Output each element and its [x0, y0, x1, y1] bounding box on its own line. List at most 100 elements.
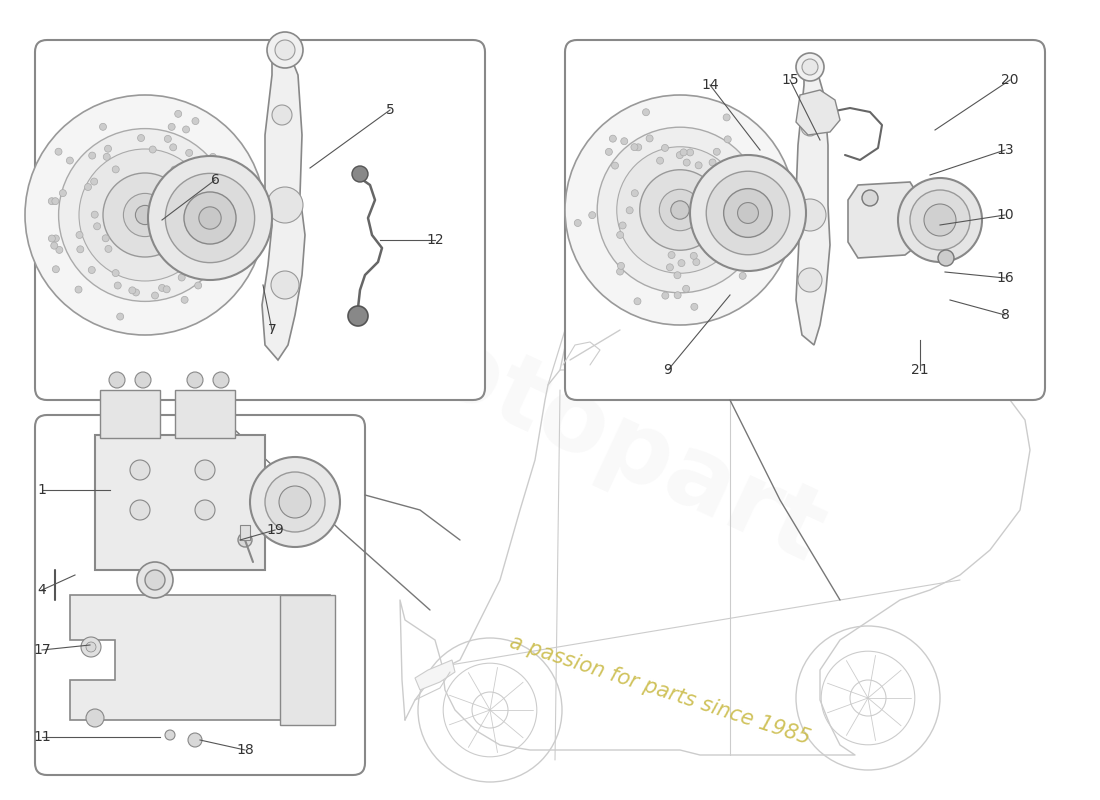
Circle shape — [53, 235, 59, 242]
Circle shape — [56, 246, 63, 254]
Text: 13: 13 — [997, 143, 1014, 157]
Circle shape — [713, 148, 721, 155]
Circle shape — [272, 105, 292, 125]
Circle shape — [169, 144, 177, 151]
Bar — [240, 525, 250, 540]
Text: motopart: motopart — [321, 275, 838, 585]
Circle shape — [631, 190, 638, 197]
Circle shape — [241, 238, 248, 244]
Circle shape — [738, 202, 758, 223]
Bar — [280, 595, 336, 725]
Circle shape — [617, 262, 625, 270]
Circle shape — [612, 162, 618, 169]
Circle shape — [565, 95, 795, 325]
Circle shape — [617, 231, 624, 238]
Circle shape — [617, 268, 624, 275]
Circle shape — [715, 238, 722, 245]
Circle shape — [265, 472, 324, 532]
Circle shape — [103, 154, 110, 160]
Circle shape — [635, 144, 641, 151]
Circle shape — [693, 258, 700, 266]
Circle shape — [135, 206, 155, 225]
Circle shape — [724, 189, 772, 238]
Text: 10: 10 — [997, 208, 1014, 222]
Circle shape — [657, 157, 663, 164]
Text: 21: 21 — [911, 363, 928, 377]
Circle shape — [130, 500, 150, 520]
Circle shape — [227, 256, 234, 263]
Circle shape — [99, 123, 107, 130]
Text: 9: 9 — [663, 363, 672, 377]
Circle shape — [348, 306, 369, 326]
Circle shape — [796, 53, 824, 81]
Polygon shape — [262, 50, 305, 360]
Circle shape — [739, 272, 746, 279]
FancyBboxPatch shape — [35, 40, 485, 400]
Circle shape — [695, 162, 702, 169]
Circle shape — [736, 206, 743, 214]
Circle shape — [642, 109, 649, 116]
Circle shape — [634, 298, 641, 305]
Circle shape — [53, 266, 59, 273]
Circle shape — [737, 220, 745, 227]
Circle shape — [728, 178, 735, 185]
Circle shape — [588, 212, 596, 218]
Circle shape — [717, 247, 725, 254]
Circle shape — [747, 194, 755, 201]
Circle shape — [164, 135, 172, 142]
Circle shape — [165, 174, 254, 262]
Circle shape — [152, 292, 158, 299]
Circle shape — [862, 190, 878, 206]
Text: 19: 19 — [266, 523, 284, 537]
Circle shape — [51, 242, 57, 249]
Circle shape — [178, 274, 185, 281]
Circle shape — [626, 207, 634, 214]
Text: 5: 5 — [386, 103, 395, 117]
Circle shape — [676, 152, 683, 158]
Circle shape — [59, 190, 66, 197]
Polygon shape — [796, 90, 840, 135]
Circle shape — [76, 231, 82, 238]
Circle shape — [89, 152, 96, 159]
Text: 8: 8 — [1001, 308, 1010, 322]
Circle shape — [250, 457, 340, 547]
Circle shape — [129, 287, 135, 294]
Polygon shape — [796, 67, 830, 345]
Circle shape — [199, 207, 221, 229]
Circle shape — [671, 201, 690, 219]
Circle shape — [352, 166, 368, 182]
Circle shape — [706, 171, 790, 254]
Circle shape — [715, 250, 722, 258]
Circle shape — [245, 188, 253, 195]
Circle shape — [674, 292, 681, 298]
Circle shape — [135, 372, 151, 388]
Circle shape — [723, 114, 730, 121]
Circle shape — [55, 148, 62, 155]
Circle shape — [620, 138, 628, 145]
Circle shape — [646, 135, 653, 142]
Circle shape — [619, 222, 626, 229]
Circle shape — [597, 127, 762, 293]
Circle shape — [214, 214, 221, 222]
Circle shape — [204, 241, 211, 247]
Circle shape — [184, 255, 190, 262]
Circle shape — [609, 135, 616, 142]
Circle shape — [734, 172, 740, 179]
Circle shape — [271, 271, 299, 299]
Circle shape — [130, 460, 150, 480]
Circle shape — [195, 460, 214, 480]
Circle shape — [163, 286, 170, 293]
Text: 7: 7 — [267, 323, 276, 337]
Circle shape — [109, 372, 125, 388]
Bar — [175, 390, 235, 438]
Text: 15: 15 — [781, 73, 799, 87]
Circle shape — [86, 709, 104, 727]
Circle shape — [801, 118, 820, 136]
Circle shape — [77, 246, 84, 253]
Circle shape — [81, 637, 101, 657]
Circle shape — [86, 642, 96, 652]
Circle shape — [238, 533, 252, 547]
Circle shape — [228, 186, 235, 194]
Circle shape — [168, 123, 175, 130]
Circle shape — [123, 194, 166, 237]
